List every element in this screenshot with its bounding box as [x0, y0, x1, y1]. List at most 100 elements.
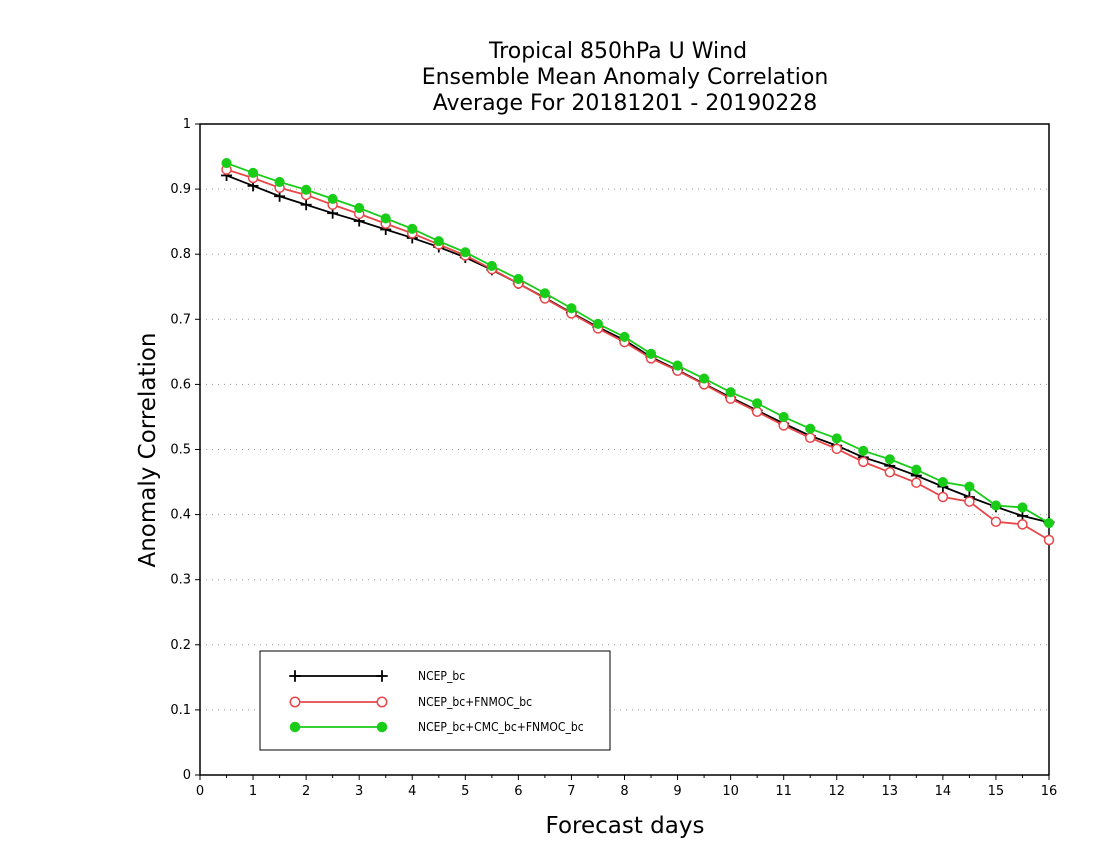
- y-tick-label: 0.2: [170, 638, 191, 653]
- data-point: [376, 696, 388, 708]
- data-point: [1043, 518, 1055, 529]
- y-tick-label: 0.8: [170, 247, 191, 262]
- y-axis-label: Anomaly Correlation: [135, 332, 161, 567]
- data-point: [300, 199, 312, 211]
- data-point: [751, 406, 763, 417]
- data-point: [380, 213, 391, 224]
- data-point: [433, 236, 444, 247]
- y-tick-label: 0.5: [170, 443, 191, 458]
- x-tick-label: 6: [514, 784, 522, 799]
- data-point: [990, 516, 1002, 528]
- data-point: [566, 303, 577, 314]
- x-tick-label: 5: [461, 784, 469, 799]
- x-tick-label: 9: [673, 784, 681, 799]
- chart-title: Tropical 850hPa U Wind Ensemble Mean Ano…: [422, 39, 829, 116]
- y-axis-ticks: 0 0.1 0.2 0.3 0.4 0.5 0.6 0.7 0.8 0.9 1: [170, 117, 200, 783]
- data-point: [884, 467, 896, 478]
- y-tick-label: 0.7: [170, 312, 191, 327]
- data-point: [990, 500, 1001, 511]
- data-point: [460, 247, 471, 258]
- data-point: [289, 670, 301, 682]
- data-point: [964, 496, 975, 507]
- series-2: [221, 164, 1055, 546]
- series-line: [226, 174, 1050, 524]
- data-point: [778, 420, 789, 431]
- legend-label: NCEP_bc+FNMOC_bc: [418, 695, 532, 709]
- data-point: [376, 670, 388, 682]
- data-point: [778, 411, 789, 423]
- legend-label: NCEP_bc+CMC_bc+FNMOC_bc: [418, 720, 584, 734]
- data-point: [289, 721, 301, 733]
- chart-title-line-3: Average For 20181201 - 20190228: [433, 91, 818, 116]
- x-tick-label: 13: [882, 784, 899, 799]
- data-point: [301, 184, 312, 195]
- data-point: [831, 443, 842, 455]
- series-lines: [221, 158, 1055, 546]
- series-line: [226, 162, 1050, 524]
- x-tick-label: 16: [1041, 784, 1058, 799]
- x-tick-label: 3: [355, 784, 363, 799]
- data-point: [858, 445, 869, 456]
- y-tick-label: 0.4: [170, 508, 191, 523]
- data-point: [884, 454, 895, 465]
- data-point: [289, 696, 301, 708]
- y-tick-label: 0: [183, 768, 191, 783]
- x-axis-ticks: 0 1 2 3 4 5 6 7 8 9 10 11 12 13 14 15 16: [196, 775, 1057, 799]
- grid-lines: [200, 188, 1049, 711]
- data-point: [937, 477, 948, 488]
- data-point: [725, 387, 736, 398]
- data-point: [407, 223, 418, 234]
- data-point: [513, 273, 524, 284]
- x-tick-label: 7: [567, 784, 575, 799]
- x-tick-label: 10: [722, 784, 739, 799]
- data-point: [672, 360, 683, 371]
- data-point: [804, 432, 816, 444]
- data-point: [1017, 519, 1028, 530]
- series-1: [221, 169, 1055, 528]
- data-point: [1017, 502, 1028, 513]
- data-point: [858, 456, 869, 468]
- data-point: [911, 477, 922, 488]
- y-tick-label: 0.3: [170, 573, 191, 588]
- y-tick-label: 0.9: [170, 182, 191, 197]
- data-point: [831, 433, 842, 444]
- x-tick-label: 14: [935, 784, 952, 799]
- data-point: [699, 373, 710, 384]
- data-point: [221, 158, 232, 169]
- data-point: [592, 318, 604, 329]
- data-point: [645, 348, 657, 359]
- legend-box: [259, 650, 611, 751]
- legend-entry-2: NCEP_bc+FNMOC_bc: [289, 695, 532, 709]
- data-point: [911, 464, 922, 475]
- x-tick-label: 8: [620, 784, 628, 799]
- data-point: [354, 202, 365, 214]
- data-point: [619, 331, 630, 342]
- chart-title-line-2: Ensemble Mean Anomaly Correlation: [422, 65, 829, 90]
- legend: NCEP_bc NCEP_bc+FNMOC_bc NCEP_bc+CMC_bc+FN…: [259, 650, 611, 751]
- x-tick-label: 11: [775, 784, 792, 799]
- series-line: [226, 168, 1050, 541]
- data-point: [376, 721, 388, 733]
- data-point: [327, 193, 338, 204]
- data-point: [805, 423, 816, 434]
- y-tick-label: 0.1: [170, 703, 191, 718]
- data-point: [752, 398, 763, 409]
- x-axis-label: Forecast days: [546, 813, 705, 839]
- y-tick-label: 1: [183, 117, 191, 132]
- chart-title-line-1: Tropical 850hPa U Wind: [488, 39, 747, 64]
- data-point: [274, 176, 285, 187]
- data-point: [486, 260, 497, 271]
- x-tick-label: 12: [828, 784, 845, 799]
- x-tick-label: 1: [249, 784, 257, 799]
- data-point: [1043, 534, 1055, 546]
- x-tick-label: 4: [408, 784, 416, 799]
- legend-entry-3: NCEP_bc+CMC_bc+FNMOC_bc: [289, 720, 584, 734]
- data-point: [937, 491, 949, 503]
- x-tick-label: 0: [196, 784, 204, 799]
- x-tick-label: 2: [302, 784, 310, 799]
- y-tick-label: 0.6: [170, 377, 191, 392]
- series-3: [221, 158, 1055, 529]
- legend-entry-1: NCEP_bc: [289, 669, 465, 683]
